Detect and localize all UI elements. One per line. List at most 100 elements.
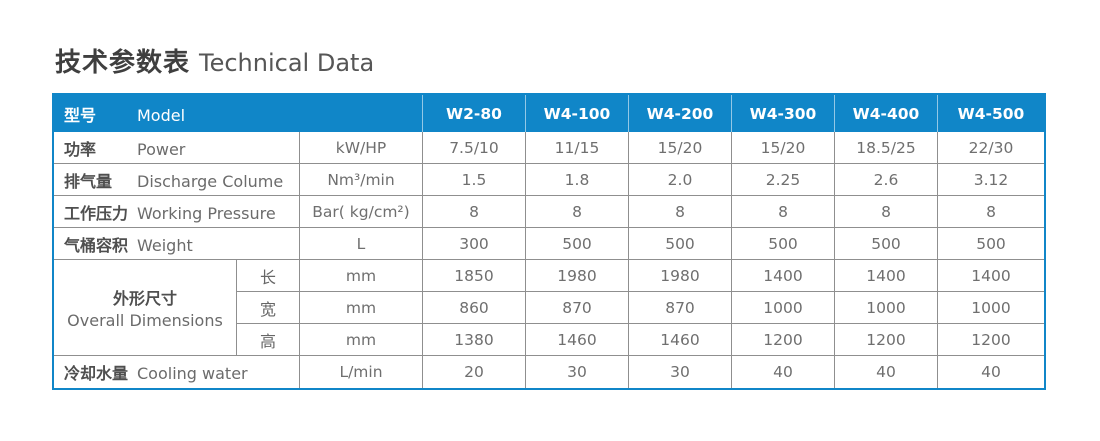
value-cell: 15/20 [629,132,732,164]
value-cell: 15/20 [732,132,835,164]
unit-cell: Nm³/min [300,164,423,196]
unit-cell: mm [300,292,423,324]
value-cell: 1200 [835,324,938,356]
value-cell: 1200 [938,324,1044,356]
value-cell: 1000 [938,292,1044,324]
model-label-en: Model [137,105,186,125]
dimension-sublabel-cell: 宽 [237,292,300,324]
table-row-power: 功率 Power kW/HP 7.5/10 11/15 15/20 15/20 1… [54,132,1044,164]
table-row-cooling-water: 冷却水量 Cooling water L/min 20 30 30 40 40 4… [54,356,1044,388]
row-label-cell: 排气量 Discharge Colume [54,164,300,196]
table-row-pressure: 工作压力 Working Pressure Bar( kg/cm²) 8 8 8 … [54,196,1044,228]
row-label-zh: 功率 [64,139,97,159]
row-label-zh: 工作压力 [64,203,129,223]
dimension-sublabel-cell: 长 [237,260,300,292]
row-label-cell: 气桶容积 Weight [54,228,300,260]
table-row-dimension-height: 高 mm 1380 1460 1460 1200 1200 1200 [54,324,1044,356]
value-cell: 1400 [835,260,938,292]
value-cell: 500 [629,228,732,260]
value-cell: 860 [423,292,526,324]
value-cell: 1980 [629,260,732,292]
value-cell: 500 [526,228,629,260]
row-label-zh: 气桶容积 [64,235,129,255]
value-cell: 1.5 [423,164,526,196]
value-cell: 40 [732,356,835,388]
value-cell: 18.5/25 [835,132,938,164]
model-column-w4-200: W4-200 [629,95,732,132]
table-row-dimension-width: 宽 mm 860 870 870 1000 1000 1000 [54,292,1044,324]
value-cell: 20 [423,356,526,388]
unit-cell: kW/HP [300,132,423,164]
value-cell: 3.12 [938,164,1044,196]
value-cell: 1980 [526,260,629,292]
value-cell: 1400 [732,260,835,292]
table-header-row: 型号 Model W2-80 W4-100 W4-200 W4-300 W4-40… [54,95,1044,132]
value-cell: 2.25 [732,164,835,196]
value-cell: 8 [629,196,732,228]
dimension-sublabel-cell: 高 [237,324,300,356]
unit-cell: mm [300,260,423,292]
value-cell: 1400 [938,260,1044,292]
value-cell: 1380 [423,324,526,356]
technical-data-table-wrapper: 型号 Model W2-80 W4-100 W4-200 W4-300 W4-40… [52,93,1046,390]
value-cell: 22/30 [938,132,1044,164]
value-cell: 2.6 [835,164,938,196]
value-cell: 1000 [835,292,938,324]
value-cell: 500 [732,228,835,260]
value-cell: 870 [629,292,732,324]
value-cell: 8 [423,196,526,228]
value-cell: 7.5/10 [423,132,526,164]
row-label-en: Cooling water [137,364,248,383]
row-label-zh: 冷却水量 [64,364,129,383]
row-label-cell: 冷却水量 Cooling water [54,356,300,388]
model-label-zh: 型号 [64,105,97,125]
value-cell: 30 [629,356,732,388]
value-cell: 1460 [629,324,732,356]
value-cell: 8 [938,196,1044,228]
row-label-en: Power [137,139,186,159]
value-cell: 8 [732,196,835,228]
technical-data-table: 型号 Model W2-80 W4-100 W4-200 W4-300 W4-40… [54,95,1044,388]
page-title-en: Technical Data [199,49,375,77]
unit-cell: L [300,228,423,260]
unit-cell: L/min [300,356,423,388]
page-title: 技术参数表 Technical Data [55,42,374,79]
value-cell: 8 [526,196,629,228]
value-cell: 500 [938,228,1044,260]
dimensions-label-en: Overall Dimensions [67,311,223,330]
value-cell: 1000 [732,292,835,324]
row-label-cell: 工作压力 Working Pressure [54,196,300,228]
row-label-en: Working Pressure [137,203,276,223]
value-cell: 500 [835,228,938,260]
model-column-w4-300: W4-300 [732,95,835,132]
dimensions-label-cell: 外形尺寸 Overall Dimensions [54,260,237,356]
value-cell: 1460 [526,324,629,356]
unit-cell: Bar( kg/cm²) [300,196,423,228]
row-label-en: Discharge Colume [137,171,284,191]
value-cell: 40 [835,356,938,388]
table-row-tank-volume: 气桶容积 Weight L 300 500 500 500 500 500 [54,228,1044,260]
model-column-w4-500: W4-500 [938,95,1044,132]
table-row-discharge: 排气量 Discharge Colume Nm³/min 1.5 1.8 2.0 … [54,164,1044,196]
value-cell: 2.0 [629,164,732,196]
value-cell: 1200 [732,324,835,356]
value-cell: 1.8 [526,164,629,196]
unit-cell: mm [300,324,423,356]
value-cell: 40 [981,363,1001,381]
value-cell: 8 [835,196,938,228]
value-cell: 300 [423,228,526,260]
model-header-cell: 型号 Model [54,95,423,132]
value-cell: 1850 [423,260,526,292]
page-title-zh: 技术参数表 [55,48,191,78]
value-cell: 30 [526,356,629,388]
table-row-dimension-length: 外形尺寸 Overall Dimensions 长 mm 1850 1980 1… [54,260,1044,356]
value-cell: 11/15 [526,132,629,164]
model-column-w4-400: W4-400 [835,95,938,132]
model-column-w2-80: W2-80 [423,95,526,132]
row-label-cell: 功率 Power [54,132,300,164]
dimensions-label-zh: 外形尺寸 [112,289,177,308]
value-cell: 870 [526,292,629,324]
row-label-en: Weight [137,235,193,255]
row-label-zh: 排气量 [64,171,113,191]
